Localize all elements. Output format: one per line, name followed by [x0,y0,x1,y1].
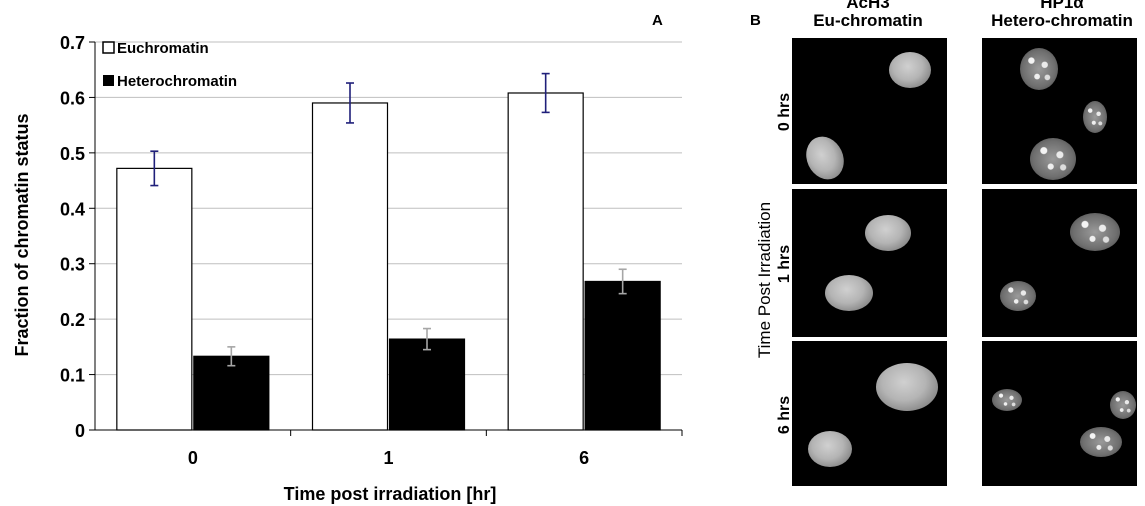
y-tick-label: 0.1 [60,366,85,386]
nucleus [889,52,931,88]
micrograph-euchromatin-0hrs [792,38,947,184]
legend-swatch-heterochromatin [103,75,114,86]
nucleus [1110,391,1136,419]
y-tick-label: 0.4 [60,199,85,219]
bar-euchromatin-0 [116,167,193,431]
grid-lines [95,41,682,376]
nucleus [1030,138,1076,180]
column-header-marker: AcH3 [846,0,890,12]
column-header-euchromatin: AcH3 Eu-chromatin [788,0,948,30]
nucleus [808,431,852,467]
micrograph-row-axis-title-text: Time Post Irradiation [755,201,774,359]
y-axis-title: Fraction of chromatin status [12,113,32,356]
nucleus [1070,213,1120,251]
axes: 0 0.1 0.2 0.3 0.4 0.5 0.6 0.7 0 1 6 [60,33,683,468]
bar-heterochromatin-1 [388,338,466,431]
bar-heterochromatin-6 [584,280,661,431]
y-tick-label: 0 [75,421,85,441]
bar-euchromatin-1 [311,102,389,431]
y-tick-label: 0.2 [60,310,85,330]
nucleus [992,389,1022,411]
nucleus [876,363,938,411]
legend-label-heterochromatin: Heterochromatin [117,73,237,90]
panel-label-b: B [750,12,761,29]
nucleus [865,215,911,251]
column-header-label: Eu-chromatin [813,11,923,30]
legend-swatch-euchromatin [102,41,115,54]
column-header-heterochromatin: HP1α Hetero-chromatin [982,0,1142,30]
y-tick-label: 0.7 [60,33,85,53]
micrograph-euchromatin-1hrs [792,189,947,337]
nucleus [1000,281,1036,311]
y-tick-label: 0.6 [60,88,85,108]
micrograph-heterochromatin-1hrs [982,189,1137,337]
y-tick-label: 0.3 [60,255,85,275]
micrograph-heterochromatin-6hrs [982,341,1137,486]
bar-euchromatin-6 [507,92,584,431]
legend: Euchromatin Heterochromatin [102,40,237,90]
bar-heterochromatin-0 [193,355,270,431]
legend-label-euchromatin: Euchromatin [117,40,209,57]
x-tick-label: 1 [383,448,393,468]
nucleus [1080,427,1122,457]
x-tick-label: 0 [188,448,198,468]
panel-label-a: A [652,12,663,29]
nucleus [1083,101,1107,133]
micrograph-euchromatin-6hrs [792,341,947,486]
x-axis-title: Time post irradiation [hr] [284,484,497,504]
column-header-marker: HP1α [1040,0,1084,12]
error-bars [150,72,627,367]
bar-chart: 0 0.1 0.2 0.3 0.4 0.5 0.6 0.7 0 1 6 Euchromatin He… [12,33,683,504]
nucleus [1020,48,1058,90]
bars [116,92,661,431]
nucleus [825,275,873,311]
micrograph-heterochromatin-0hrs [982,38,1137,184]
nucleus [799,130,851,184]
column-header-label: Hetero-chromatin [991,11,1133,30]
x-tick-label: 6 [579,448,589,468]
y-tick-label: 0.5 [60,144,85,164]
